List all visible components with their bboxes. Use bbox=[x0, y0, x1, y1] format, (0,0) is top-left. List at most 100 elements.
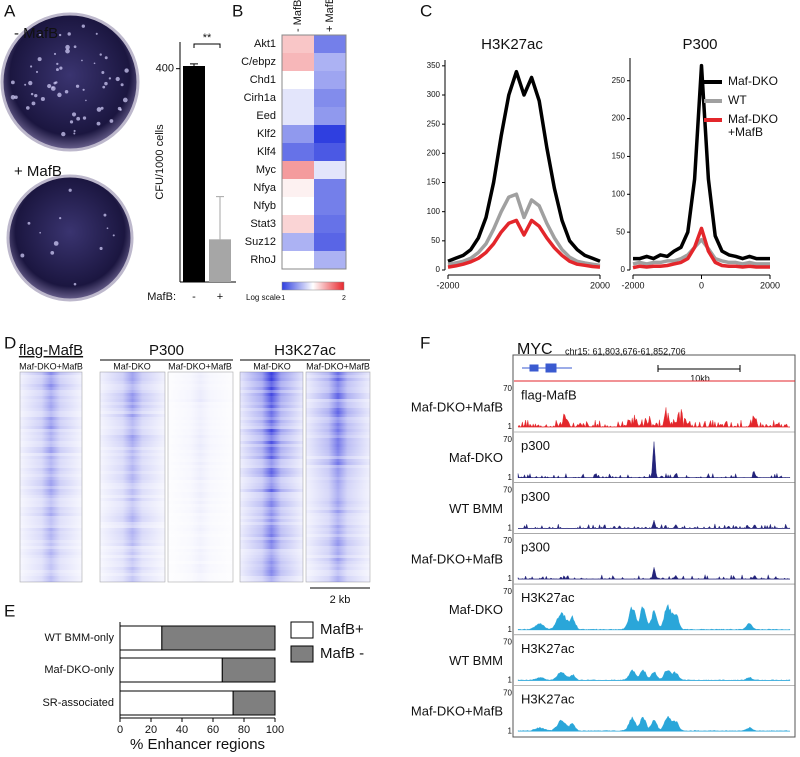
y-tick-label: 200 bbox=[612, 114, 626, 123]
heatmap-row bbox=[100, 423, 165, 426]
heatmap-row bbox=[306, 531, 370, 534]
x-axis-label: MafB: bbox=[147, 291, 176, 303]
heatmap-row bbox=[168, 402, 233, 405]
heatmap-cell bbox=[282, 179, 314, 197]
heatmap-row bbox=[240, 567, 303, 570]
y-tick-label: SR-associated bbox=[42, 697, 114, 709]
heatmap-row bbox=[20, 570, 82, 573]
heatmap-row bbox=[20, 384, 82, 387]
heatmap-row bbox=[100, 456, 165, 459]
heatmap-row bbox=[240, 501, 303, 504]
heatmap-row bbox=[20, 417, 82, 420]
x-tick-label: 0 bbox=[117, 724, 123, 736]
heatmap-cell bbox=[314, 251, 346, 269]
heatmap-row bbox=[306, 417, 370, 420]
heatmap-row bbox=[168, 390, 233, 393]
heatmap-row bbox=[240, 534, 303, 537]
colony bbox=[38, 33, 42, 36]
heatmap-row bbox=[306, 450, 370, 453]
heatmap-row bbox=[306, 405, 370, 408]
track-label: Maf-DKO bbox=[253, 361, 291, 371]
track-max: 70 bbox=[503, 384, 512, 393]
heatmap-row bbox=[168, 381, 233, 384]
heatmap-row bbox=[168, 504, 233, 507]
heatmap-row bbox=[100, 396, 165, 399]
heatmap-row bbox=[306, 474, 370, 477]
colony bbox=[112, 234, 115, 237]
heatmap-row bbox=[240, 465, 303, 468]
heatmap-row bbox=[240, 477, 303, 480]
y-tick-label: Maf-DKO-only bbox=[44, 664, 114, 676]
colony bbox=[71, 112, 77, 117]
heatmap-row bbox=[240, 399, 303, 402]
colony bbox=[120, 83, 124, 87]
colony bbox=[73, 45, 77, 49]
heatmap-row bbox=[306, 399, 370, 402]
heatmap-row bbox=[240, 438, 303, 441]
heatmap-row bbox=[20, 546, 82, 549]
heatmap-row bbox=[100, 450, 165, 453]
heatmap-row bbox=[20, 420, 82, 423]
heatmap-row bbox=[240, 513, 303, 516]
heatmap-cell bbox=[314, 53, 346, 71]
heatmap-row bbox=[100, 570, 165, 573]
y-tick-label: 150 bbox=[612, 152, 626, 161]
colony bbox=[85, 99, 87, 102]
colony bbox=[50, 251, 55, 255]
heatmap-row bbox=[168, 552, 233, 555]
colony bbox=[68, 188, 72, 192]
heatmap-row bbox=[168, 465, 233, 468]
colony bbox=[115, 76, 120, 82]
track-mark-label: H3K27ac bbox=[521, 641, 575, 656]
heatmap-row bbox=[168, 489, 233, 492]
track-mark-label: p300 bbox=[521, 438, 550, 453]
legend-label: MafB+ bbox=[320, 621, 364, 638]
heatmap-row bbox=[306, 516, 370, 519]
colony bbox=[20, 253, 25, 258]
heatmap-row bbox=[20, 435, 82, 438]
heatmap-row bbox=[20, 459, 82, 462]
heatmap-row bbox=[240, 531, 303, 534]
bar-segment bbox=[232, 690, 276, 716]
colony bbox=[53, 241, 59, 246]
legend-swatch bbox=[290, 621, 314, 639]
heatmap-row bbox=[168, 417, 233, 420]
heatmap-row bbox=[20, 390, 82, 393]
signal-track bbox=[517, 603, 791, 631]
colony bbox=[108, 77, 112, 80]
heatmap-row bbox=[168, 510, 233, 513]
heatmap-row bbox=[168, 564, 233, 567]
heatmap-row bbox=[20, 426, 82, 429]
heatmap-row bbox=[168, 414, 233, 417]
heatmap-row bbox=[306, 543, 370, 546]
heatmap-row bbox=[168, 423, 233, 426]
colony bbox=[65, 44, 70, 50]
heatmap-row bbox=[306, 462, 370, 465]
heatmap-row bbox=[240, 528, 303, 531]
heatmap-row bbox=[240, 402, 303, 405]
row-label: Klf4 bbox=[257, 146, 276, 158]
y-tick-label: 250 bbox=[612, 76, 626, 85]
legend-label: MafB - bbox=[320, 645, 364, 662]
heatmap-row bbox=[240, 483, 303, 486]
heatmap-row bbox=[240, 375, 303, 378]
group-title: H3K27ac bbox=[274, 342, 336, 359]
chart-title: P300 bbox=[682, 36, 717, 53]
heatmap-row bbox=[168, 567, 233, 570]
heatmap-row bbox=[240, 444, 303, 447]
row-label: Klf2 bbox=[257, 128, 276, 140]
heatmap-row bbox=[20, 447, 82, 450]
row-label: Stat3 bbox=[250, 218, 276, 230]
heatmap-row bbox=[240, 450, 303, 453]
line bbox=[447, 69, 601, 263]
heatmap-row bbox=[100, 522, 165, 525]
heatmap-row bbox=[306, 459, 370, 462]
heatmap-row bbox=[240, 429, 303, 432]
dish-label: - MafB bbox=[14, 25, 58, 42]
colony bbox=[24, 83, 27, 86]
heatmap-row bbox=[306, 429, 370, 432]
heatmap-row bbox=[100, 567, 165, 570]
colony bbox=[102, 85, 106, 89]
heatmap-row bbox=[20, 378, 82, 381]
heatmap-row bbox=[240, 378, 303, 381]
